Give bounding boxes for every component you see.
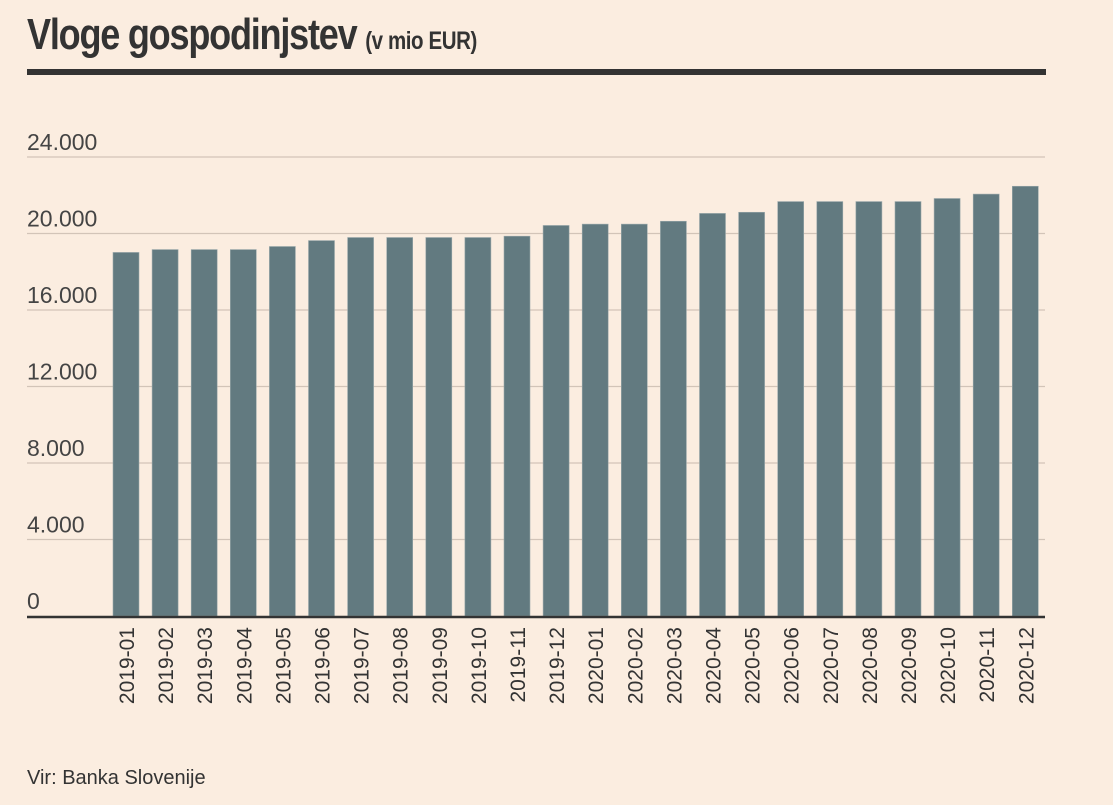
bar bbox=[699, 213, 726, 617]
x-tick-label: 2020-04 bbox=[703, 627, 726, 704]
y-tick-label: 4.000 bbox=[27, 512, 85, 538]
bar bbox=[464, 237, 492, 617]
bar bbox=[738, 211, 765, 617]
bar bbox=[894, 201, 922, 617]
x-tick-label: 2019-11 bbox=[507, 627, 530, 703]
bar bbox=[503, 235, 531, 617]
bar bbox=[972, 193, 1000, 617]
bar bbox=[190, 249, 218, 617]
x-tick-label: 2020-03 bbox=[663, 627, 686, 704]
bar bbox=[386, 237, 414, 617]
y-tick-label: 24.000 bbox=[27, 129, 97, 155]
x-tick-label: 2020-02 bbox=[624, 627, 647, 704]
bar bbox=[308, 240, 335, 617]
x-tick-label: 2020-01 bbox=[585, 627, 608, 704]
title-text: Vloge gospodinjstev bbox=[27, 10, 358, 59]
x-tick-label: 2019-01 bbox=[116, 627, 139, 704]
x-tick-label: 2019-08 bbox=[390, 627, 413, 704]
bar bbox=[1011, 185, 1039, 617]
x-tick-label: 2019-12 bbox=[546, 627, 569, 704]
x-tick-label: 2020-07 bbox=[820, 627, 843, 704]
x-tick-label: 2020-08 bbox=[859, 627, 882, 704]
source-note: Vir: Banka Slovenije bbox=[27, 767, 206, 789]
bar bbox=[230, 249, 257, 617]
x-tick-label: 2019-09 bbox=[429, 627, 452, 704]
y-tick-label: 0 bbox=[27, 588, 40, 614]
x-tick-label: 2019-03 bbox=[194, 627, 217, 704]
bar bbox=[620, 223, 648, 617]
x-tick-label: 2019-02 bbox=[155, 627, 178, 704]
bar bbox=[855, 201, 883, 617]
bar bbox=[425, 237, 453, 617]
bar bbox=[816, 201, 844, 617]
x-tick-label: 2019-04 bbox=[233, 627, 256, 704]
title-rule bbox=[27, 69, 1046, 75]
y-tick-label: 12.000 bbox=[27, 359, 97, 385]
x-tick-label: 2020-06 bbox=[781, 627, 804, 704]
x-tick-label: 2020-12 bbox=[1015, 627, 1038, 704]
bar bbox=[777, 201, 805, 617]
y-tick-label: 20.000 bbox=[27, 206, 97, 232]
x-tick-label: 2019-06 bbox=[312, 627, 335, 704]
bar bbox=[581, 223, 609, 617]
x-tick-label: 2019-07 bbox=[351, 627, 374, 704]
x-tick-label: 2020-10 bbox=[937, 627, 960, 704]
bar bbox=[542, 225, 570, 617]
bar bbox=[933, 198, 961, 617]
chart-title: Vloge gospodinjstev (v mio EUR) bbox=[27, 10, 477, 60]
bar bbox=[269, 246, 296, 617]
x-tick-label: 2020-09 bbox=[898, 627, 921, 704]
bar bbox=[660, 220, 687, 617]
chart-subtitle: (v mio EUR) bbox=[365, 27, 477, 55]
x-tick-label: 2020-05 bbox=[742, 627, 765, 704]
bar bbox=[347, 237, 374, 617]
x-tick-label: 2019-05 bbox=[272, 627, 295, 704]
x-tick-label: 2019-10 bbox=[468, 627, 491, 704]
y-tick-label: 8.000 bbox=[27, 435, 85, 461]
bar bbox=[112, 252, 140, 617]
y-tick-label: 16.000 bbox=[27, 282, 97, 308]
bar bbox=[151, 249, 179, 617]
x-tick-label: 2020-11 bbox=[976, 627, 999, 703]
